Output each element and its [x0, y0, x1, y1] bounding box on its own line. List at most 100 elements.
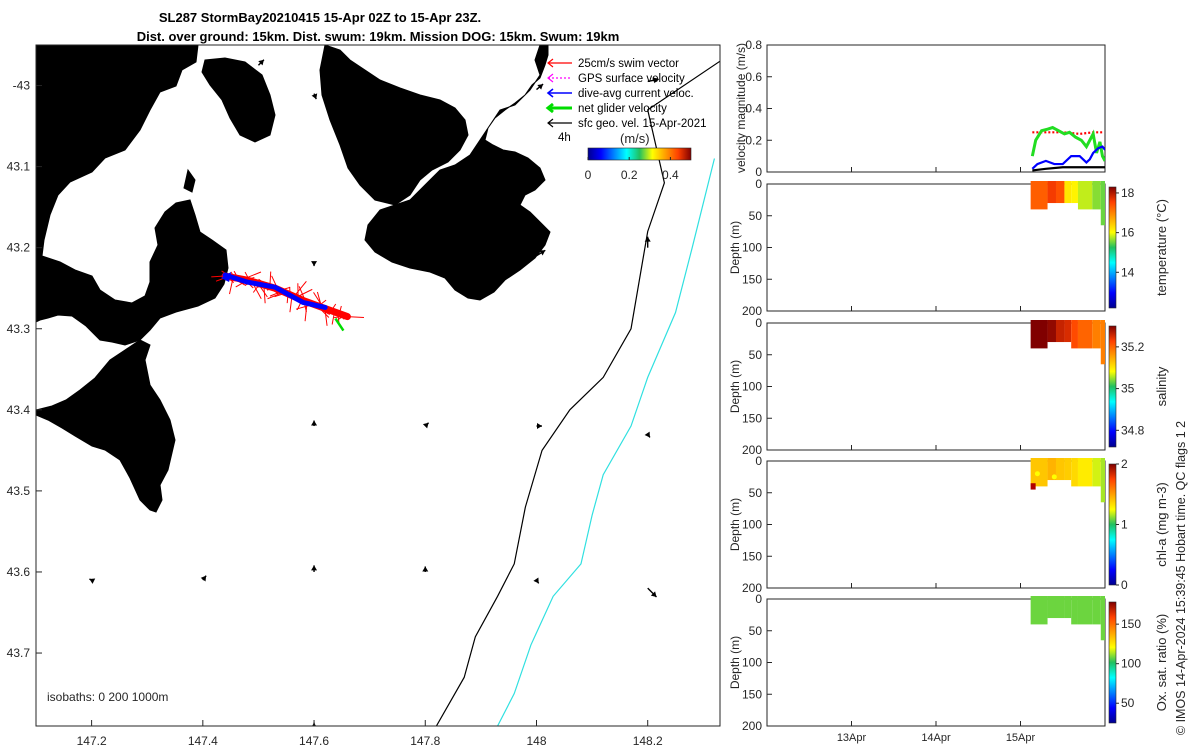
section-colorbar-title: chl-a (mg m-3) [1154, 482, 1169, 567]
colorbar-unit: (m/s) [620, 131, 650, 146]
geo-vector-head [311, 565, 318, 571]
legend-geo: sfc geo. vel. 15-Apr-2021 [578, 118, 707, 130]
colorbar-tick-label: 0.2 [621, 168, 638, 182]
map-ytick-label: 43.4 [7, 403, 31, 417]
velocity-ytick-label: 0.2 [745, 133, 762, 147]
isobath-200m [435, 60, 720, 726]
section-cell [1030, 320, 1048, 349]
geo-vector [536, 423, 542, 430]
geo-vector-head [258, 59, 264, 66]
section-cell [1077, 596, 1093, 625]
section-colorbar [1108, 325, 1117, 448]
section-colorbar-label: 1 [1121, 518, 1128, 532]
section-cell [1064, 320, 1072, 343]
geo-vector [311, 93, 318, 100]
section-cell [1055, 596, 1065, 619]
section-cell [1071, 458, 1078, 487]
geo-vector [255, 83, 262, 90]
net-velocity-arrow [334, 317, 345, 332]
section-ytick-label: 200 [742, 304, 762, 318]
section-ylabel: Depth (m) [728, 360, 742, 413]
colorbar-tick-label: 0.4 [662, 168, 679, 182]
map-ytick-label: 43.6 [7, 565, 31, 579]
map-legend: 25cm/s swim vector GPS surface velocity … [545, 58, 707, 182]
legend-gps-arrowhead [547, 73, 554, 83]
geo-vector-head [536, 423, 542, 430]
velocity-series-line [1032, 166, 1105, 172]
geo-vector [644, 236, 651, 248]
section-colorbar-label: 2 [1121, 457, 1128, 471]
section-cell [1092, 181, 1101, 210]
section-cell [1047, 320, 1056, 343]
section-cell [1055, 320, 1065, 343]
section-colorbar [1108, 463, 1117, 586]
isobaths [435, 60, 720, 726]
geo-vector [311, 261, 318, 267]
title-line-2: Dist. over ground: 15km. Dist. swum: 19k… [137, 29, 620, 44]
section-colorbar-title: Ox. sat. ratio (%) [1154, 614, 1169, 712]
section-cell [1092, 320, 1101, 349]
map-ytick-label: 43.2 [7, 241, 31, 255]
footer-stamp: © IMOS 14-Apr-2024 15:39:45 Hobart time.… [1174, 421, 1188, 735]
map-xtick-label: 148.2 [633, 734, 663, 748]
map-xtick-label: 147.8 [410, 734, 440, 748]
section-cell [1055, 458, 1065, 481]
velocity-panel: 0 0.2 0.4 0.6 0.8 velocity magnitude (m/s) [734, 38, 1106, 179]
section-ytick-label: 150 [742, 549, 762, 563]
section-ylabel: Depth (m) [728, 221, 742, 274]
geo-vector-head [311, 93, 318, 100]
geo-vector [536, 249, 546, 257]
section-ytick-label: 0 [755, 454, 762, 468]
map-ytick-label: 43.3 [7, 322, 31, 336]
legend-dive-arrowhead [546, 88, 554, 98]
velocity-ytick-label: 0.8 [745, 38, 762, 52]
geo-vector [647, 587, 658, 598]
geo-vector-head [200, 575, 207, 582]
geo-vector [644, 431, 651, 438]
geo-vector-head [311, 420, 318, 426]
geo-vector-head [255, 83, 261, 89]
section-ytick-label: 200 [742, 581, 762, 595]
map-ytick-label: 43.7 [7, 646, 31, 660]
legend-geo-arrowhead [547, 118, 554, 128]
velocity-frame [766, 44, 1106, 173]
legend-gps: GPS surface velocity [578, 73, 685, 85]
section-xtick-label: 13Apr [837, 732, 867, 744]
section-ytick-label: 200 [742, 443, 762, 457]
section-ytick-label: 100 [742, 656, 762, 670]
section-ytick-label: 0 [755, 592, 762, 606]
geo-vector-head [533, 577, 539, 584]
geo-vector-head [368, 84, 375, 90]
section-colorbar [1108, 186, 1117, 309]
chla-panel: 0 50 100 150 200 Depth (m) 0 1 2 chl-a (mg m-3) [728, 454, 1169, 595]
land-west-coast [36, 45, 229, 346]
glider-track [211, 270, 365, 332]
chla-high-point [1034, 471, 1040, 477]
section-ytick-label: 100 [742, 518, 762, 532]
geo-vector-head [539, 250, 546, 256]
section-cell [1100, 458, 1105, 503]
section-ytick-label: 50 [749, 348, 763, 362]
map-xtick-label: 147.6 [299, 734, 329, 748]
section-ylabel: Depth (m) [728, 498, 742, 551]
section-colorbar-label: 18 [1121, 186, 1135, 200]
geo-vector-head [537, 84, 544, 90]
geo-vector [533, 577, 540, 584]
section-colorbar-label: 35.2 [1121, 340, 1145, 354]
geo-vector [647, 77, 659, 84]
geo-vector [368, 84, 375, 91]
section-cell [1071, 596, 1078, 625]
geo-vector-head [644, 236, 651, 242]
geo-vector [311, 565, 318, 572]
map-x-ticks: 147.2 147.4 147.6 147.8 148 148.2 [77, 720, 663, 748]
velocity-series-line [1031, 145, 1105, 170]
section-colorbar-label: 16 [1121, 226, 1135, 240]
dive-avg-band [222, 272, 328, 310]
map-colorbar-ticks: 0 0.2 0.4 [585, 157, 679, 182]
geo-vector [311, 420, 318, 427]
geo-vector-head [422, 566, 429, 572]
geo-vector-head [653, 77, 659, 84]
land [36, 45, 551, 513]
